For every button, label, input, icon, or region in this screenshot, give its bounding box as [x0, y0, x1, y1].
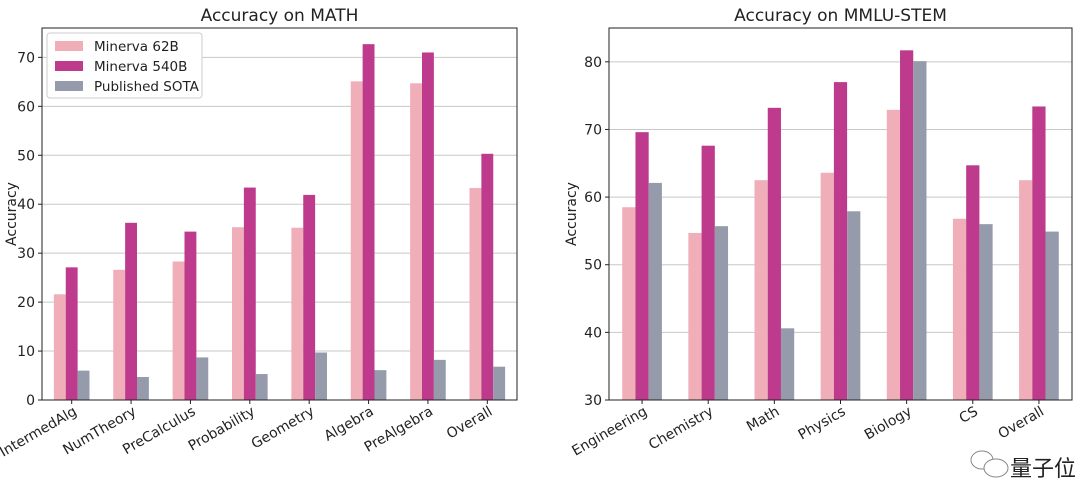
bar-published-sota: [979, 224, 993, 400]
bar-minerva-540b: [701, 145, 715, 400]
bar-minerva-62b: [688, 232, 702, 400]
chat-bubble-icon: [983, 458, 1009, 478]
bar-minerva-540b: [243, 187, 256, 400]
bar-minerva-540b: [635, 132, 649, 400]
y-tick-label: 30: [584, 393, 602, 409]
x-tick-label: Chemistry: [646, 404, 716, 454]
bar-published-sota: [196, 357, 209, 400]
bar-published-sota: [77, 370, 90, 400]
bar-minerva-540b: [422, 52, 434, 400]
y-tick-label: 70: [584, 122, 602, 138]
y-axis-label: Accuracy: [564, 182, 580, 246]
bar-minerva-62b: [952, 218, 967, 400]
x-tick-label: Probability: [186, 404, 258, 455]
bar-published-sota: [493, 366, 506, 400]
y-tick-label: 20: [17, 295, 35, 311]
bar-published-sota: [374, 370, 387, 400]
x-tick-label: Biology: [862, 404, 915, 444]
bar-minerva-540b: [1032, 106, 1046, 400]
legend-swatch: [55, 41, 83, 51]
bar-published-sota: [847, 211, 861, 400]
legend-label: Minerva 62B: [94, 39, 179, 55]
y-tick-label: 60: [17, 99, 35, 115]
y-tick-label: 30: [17, 246, 35, 262]
bar-minerva-540b: [767, 107, 781, 400]
bar-published-sota: [1045, 231, 1059, 400]
bar-minerva-62b: [350, 81, 363, 400]
bar-minerva-62b: [113, 269, 126, 400]
y-axis-label: Accuracy: [4, 182, 20, 246]
watermark: 量子位: [970, 450, 1076, 481]
watermark-text: 量子位: [1010, 457, 1076, 481]
bar-published-sota: [137, 376, 149, 400]
bar-minerva-62b: [53, 294, 66, 400]
y-tick-label: 10: [17, 344, 35, 360]
x-tick-label: Math: [744, 404, 782, 435]
bar-minerva-62b: [754, 180, 768, 400]
bar-minerva-62b: [291, 227, 304, 400]
y-tick-label: 70: [17, 50, 35, 66]
bar-minerva-540b: [303, 194, 316, 400]
x-tick-label: Overall: [444, 404, 495, 443]
bar-minerva-540b: [125, 222, 137, 400]
x-tick-label: Geometry: [249, 404, 317, 453]
bar-published-sota: [714, 226, 729, 400]
x-tick-label: CS: [957, 404, 981, 427]
y-tick-label: 40: [17, 197, 35, 213]
bar-minerva-540b: [362, 44, 375, 401]
bar-minerva-540b: [481, 153, 494, 400]
bar-minerva-62b: [410, 83, 422, 401]
y-tick-label: 0: [26, 393, 35, 409]
bar-minerva-540b: [65, 267, 78, 400]
legend-swatch: [55, 61, 83, 71]
y-tick-label: 80: [584, 55, 602, 71]
legend: Minerva 62B Minerva 540B Published SOTA: [46, 32, 203, 99]
bar-minerva-62b: [622, 207, 636, 400]
bar-published-sota: [780, 328, 795, 400]
y-tick-label: 40: [584, 325, 602, 341]
bar-published-sota: [433, 359, 446, 400]
bar-published-sota: [913, 61, 927, 401]
bar-published-sota: [315, 352, 327, 400]
chart-0: 010203040506070IntermedAlgNumTheoryPreCa…: [0, 6, 518, 461]
bar-minerva-62b: [469, 188, 482, 400]
y-tick-label: 50: [17, 148, 35, 164]
chart-title: Accuracy on MATH: [201, 6, 359, 26]
bar-minerva-62b: [886, 109, 901, 400]
legend-box: [46, 32, 203, 99]
bar-minerva-540b: [184, 231, 197, 400]
bar-published-sota: [648, 182, 662, 400]
chart-title: Accuracy on MMLU-STEM: [734, 6, 947, 26]
bar-minerva-540b: [833, 82, 848, 400]
bar-minerva-540b: [966, 165, 980, 400]
legend-swatch: [55, 81, 83, 91]
bar-published-sota: [255, 374, 268, 400]
y-tick-label: 50: [584, 258, 602, 274]
y-tick-label: 60: [584, 190, 602, 206]
legend-label: Published SOTA: [94, 79, 200, 95]
bar-minerva-62b: [232, 227, 244, 400]
axes-frame: [608, 27, 1073, 401]
axes-frame: [41, 27, 518, 401]
bar-minerva-540b: [900, 50, 914, 400]
legend-label: Minerva 540B: [94, 59, 187, 75]
x-tick-label: Engineering: [569, 404, 650, 460]
bar-minerva-62b: [820, 172, 834, 400]
bar-minerva-62b: [172, 261, 185, 400]
bar-minerva-62b: [1019, 180, 1033, 400]
x-tick-label: Overall: [996, 404, 1047, 443]
x-tick-label: Physics: [796, 404, 849, 444]
